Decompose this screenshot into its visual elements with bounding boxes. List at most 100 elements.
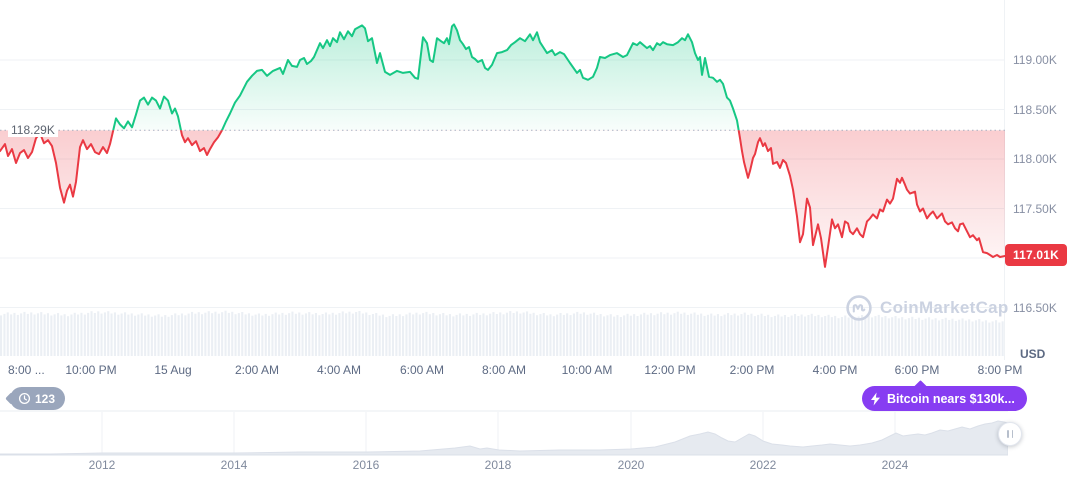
volume-bar [26, 313, 29, 356]
volume-bar [884, 316, 887, 356]
volume-bar [603, 316, 606, 356]
price-chart-plot[interactable] [0, 0, 1005, 360]
x-axis-label: 2:00 PM [729, 363, 775, 377]
volume-bar [968, 319, 971, 356]
volume-bar [375, 313, 378, 356]
volume-bar [790, 315, 793, 356]
volume-bar [991, 321, 994, 356]
volume-bar [254, 314, 257, 356]
volume-bar [599, 314, 602, 356]
volume-bar [324, 312, 327, 356]
navigator-range-handle[interactable] [998, 422, 1022, 446]
volume-bar [244, 314, 247, 356]
volume-bar [124, 312, 127, 356]
coinmarketcap-logo-icon [846, 295, 872, 321]
volume-bar [777, 314, 780, 356]
volume-bar [579, 313, 582, 356]
volume-bar [931, 319, 934, 356]
volume-bar [569, 315, 572, 356]
volume-bar [365, 312, 368, 356]
x-axis-label: 8:00 PM [977, 363, 1023, 377]
volume-bar [33, 314, 36, 356]
volume-bar [348, 311, 351, 356]
volume-bar [412, 314, 415, 356]
history-annotations-badge[interactable]: 123 [10, 387, 66, 410]
volume-bar [345, 313, 348, 356]
volume-bar [241, 312, 244, 356]
volume-bar [649, 313, 652, 356]
volume-bar [77, 314, 80, 356]
volume-bar [331, 312, 334, 356]
volume-bar [93, 313, 96, 356]
volume-bar [733, 313, 736, 356]
volume-bar [147, 314, 150, 356]
volume-bar [227, 312, 230, 356]
volume-bar [944, 317, 947, 356]
volume-bar [827, 314, 830, 356]
volume-bar [268, 315, 271, 356]
handle-grip-bar [1007, 430, 1009, 438]
x-axis-label: 2:00 AM [234, 363, 280, 377]
last-price-badge: 117.01K [1005, 244, 1067, 266]
navigator-svg [0, 410, 1009, 456]
news-annotation-badge[interactable]: Bitcoin nears $130k... [862, 386, 1027, 411]
volume-bar [526, 311, 529, 356]
volume-bar [693, 312, 696, 356]
volume-bar [696, 314, 699, 356]
volume-bar [847, 317, 850, 356]
volume-bar [810, 313, 813, 356]
volume-bar [0, 315, 3, 356]
watermark-text: CoinMarketCap [880, 298, 1009, 317]
volume-bar [23, 311, 26, 356]
volume-bar [391, 314, 394, 356]
range-navigator[interactable] [0, 410, 1009, 456]
volume-bar [43, 314, 46, 356]
x-axis-label: 6:00 PM [894, 363, 940, 377]
volume-bar [549, 314, 552, 356]
volume-bar [864, 317, 867, 356]
volume-bar [586, 314, 589, 356]
x-axis-label: 8:00 ... [8, 363, 45, 377]
volume-bar [891, 317, 894, 356]
y-axis-label: 117.50K [1013, 201, 1057, 216]
volume-bar [639, 314, 642, 356]
volume-bar [737, 315, 740, 356]
volume-bar [57, 313, 60, 356]
volume-bar [887, 318, 890, 356]
volume-bar [80, 312, 83, 356]
navigator-year-label: 2018 [484, 458, 512, 472]
volume-bar [3, 313, 6, 356]
volume-bar [10, 314, 13, 356]
volume-bar [623, 315, 626, 356]
volume-bar [157, 314, 160, 356]
volume-bar [730, 315, 733, 356]
news-text: Bitcoin nears $130k... [887, 391, 1015, 406]
volume-bar [613, 316, 616, 356]
x-axis-label: 8:00 AM [481, 363, 527, 377]
area-below-baseline [0, 130, 1005, 267]
volume-bar [783, 315, 786, 356]
volume-bar [907, 318, 910, 356]
volume-bar [727, 313, 730, 356]
volume-bar [113, 312, 116, 356]
volume-bar [442, 313, 445, 356]
volume-bar [97, 311, 100, 356]
volume-bar [660, 312, 663, 356]
volume-bar [666, 312, 669, 356]
navigator-area-series [0, 420, 1009, 456]
volume-bar [633, 314, 636, 356]
volume-bar [398, 314, 401, 356]
volume-bar [328, 314, 331, 356]
navigator-year-label: 2014 [220, 458, 248, 472]
volume-bar [539, 314, 542, 356]
volume-bar [867, 315, 870, 356]
volume-bar [690, 313, 693, 356]
volume-bar [703, 315, 706, 356]
volume-bar [402, 316, 405, 356]
volume-bar [804, 316, 807, 356]
navigator-year-label: 2024 [881, 458, 909, 472]
volume-bar [582, 312, 585, 356]
volume-bar [462, 315, 465, 356]
volume-bar [177, 315, 180, 356]
volume-bar [261, 315, 264, 356]
